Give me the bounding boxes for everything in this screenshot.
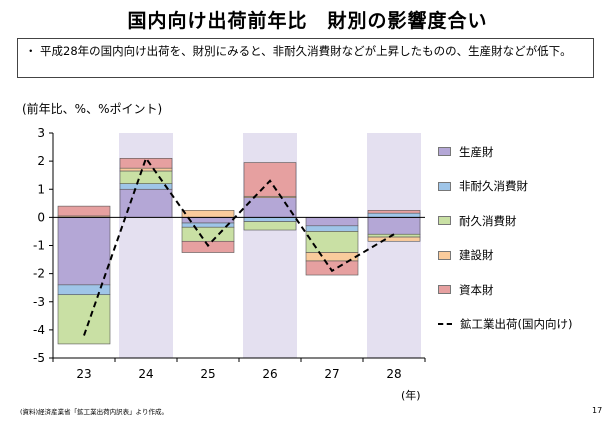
bar-capital-27 <box>305 260 359 276</box>
bar-production-24 <box>119 188 173 218</box>
legend-line-dashed <box>438 323 452 325</box>
x-tick-label-23: 23 <box>76 367 91 381</box>
x-tick-label-24: 24 <box>138 367 153 381</box>
x-tick-label-26: 26 <box>262 367 277 381</box>
bar-production-26 <box>243 197 297 218</box>
source-note: (資料)経済産業省「鉱工業出荷内訳表」より作成。 <box>20 408 168 416</box>
legend-item-nondurable: 非耐久消費財 <box>438 175 572 198</box>
x-tick-label-27: 27 <box>324 367 339 381</box>
x-axis-unit-label: (年) <box>401 389 421 402</box>
y-tick-label: -5 <box>33 351 45 365</box>
bar-nondurable-27 <box>305 225 359 232</box>
legend-label-nondurable: 非耐久消費財 <box>459 179 528 193</box>
legend-item-total-line: 鉱工業出荷(国内向け) <box>438 313 572 336</box>
bar-nondurable-24 <box>119 183 173 190</box>
bar-durable-26 <box>243 221 297 231</box>
bar-capital-28 <box>367 210 421 214</box>
bullet-marker: ・ <box>25 44 37 58</box>
legend-label-capital: 資本財 <box>459 282 494 297</box>
legend-item-production: 生産財 <box>438 140 572 163</box>
legend-swatch-nondurable <box>438 181 451 191</box>
y-tick-label: 1 <box>37 182 45 196</box>
x-tick-labels: 23 24 25 26 27 28 <box>52 358 426 381</box>
bar-durable-27 <box>305 231 359 253</box>
legend-item-durable: 耐久消費財 <box>438 209 572 232</box>
legend-swatch-production <box>438 147 451 156</box>
legend-swatch-durable <box>438 216 451 225</box>
x-tick-label-25: 25 <box>200 367 215 381</box>
legend-item-capital: 資本財 <box>438 278 572 301</box>
bar-durable-25 <box>181 226 235 242</box>
y-tick-label: 3 <box>37 126 45 140</box>
legend-swatch-capital <box>438 285 451 294</box>
stacked-bars <box>57 158 421 345</box>
bar-production-27 <box>305 217 359 227</box>
legend-label-construction: 建設財 <box>459 248 494 262</box>
y-tick-label: 2 <box>37 154 45 168</box>
summary-box: ・ 平成28年の国内向け出荷を、財別にみると、非耐久消費財などが上昇したものの、… <box>17 38 594 78</box>
x-tick-label-28: 28 <box>386 367 401 381</box>
legend-label-total-line: 鉱工業出荷(国内向け) <box>460 317 573 331</box>
y-axis-unit-label: (前年比、%、%ポイント) <box>22 102 163 116</box>
y-tick-labels: 3 2 1 0 -1 -2 -3 -4 -5 <box>33 126 53 365</box>
y-tick-label: 0 <box>37 210 45 224</box>
page-number: 17 <box>592 406 603 415</box>
y-tick-label: -2 <box>33 267 45 281</box>
total-line-group <box>83 156 395 336</box>
bar-construction-24 <box>119 167 173 172</box>
y-tick-label: -1 <box>33 239 45 253</box>
bar-construction-28 <box>367 236 421 242</box>
legend: 生産財 非耐久消費財 耐久消費財 建設財 資本財 鉱工業出荷(国内向け) <box>438 140 572 347</box>
legend-label-durable: 耐久消費財 <box>459 213 517 228</box>
bar-nondurable-28 <box>367 212 421 218</box>
bar-capital-23 <box>57 205 111 217</box>
bar-construction-25 <box>181 210 235 218</box>
bar-capital-24 <box>119 158 173 169</box>
summary-text: 平成28年の国内向け出荷を、財別にみると、非耐久消費財などが上昇したものの、生産… <box>40 44 572 58</box>
bar-durable-24 <box>119 170 173 184</box>
total-line <box>83 156 395 336</box>
bar-production-23 <box>57 217 111 286</box>
legend-swatch-construction <box>438 250 451 260</box>
legend-item-construction: 建設財 <box>438 244 572 267</box>
bar-durable-23 <box>57 294 111 345</box>
slide-title: 国内向け出荷前年比 財別の影響度合い <box>127 10 488 32</box>
y-tick-label: -4 <box>33 323 45 337</box>
legend-label-production: 生産財 <box>459 144 494 159</box>
bar-nondurable-26 <box>243 217 297 222</box>
bar-production-28 <box>367 217 421 235</box>
y-tick-label: -3 <box>33 295 45 309</box>
